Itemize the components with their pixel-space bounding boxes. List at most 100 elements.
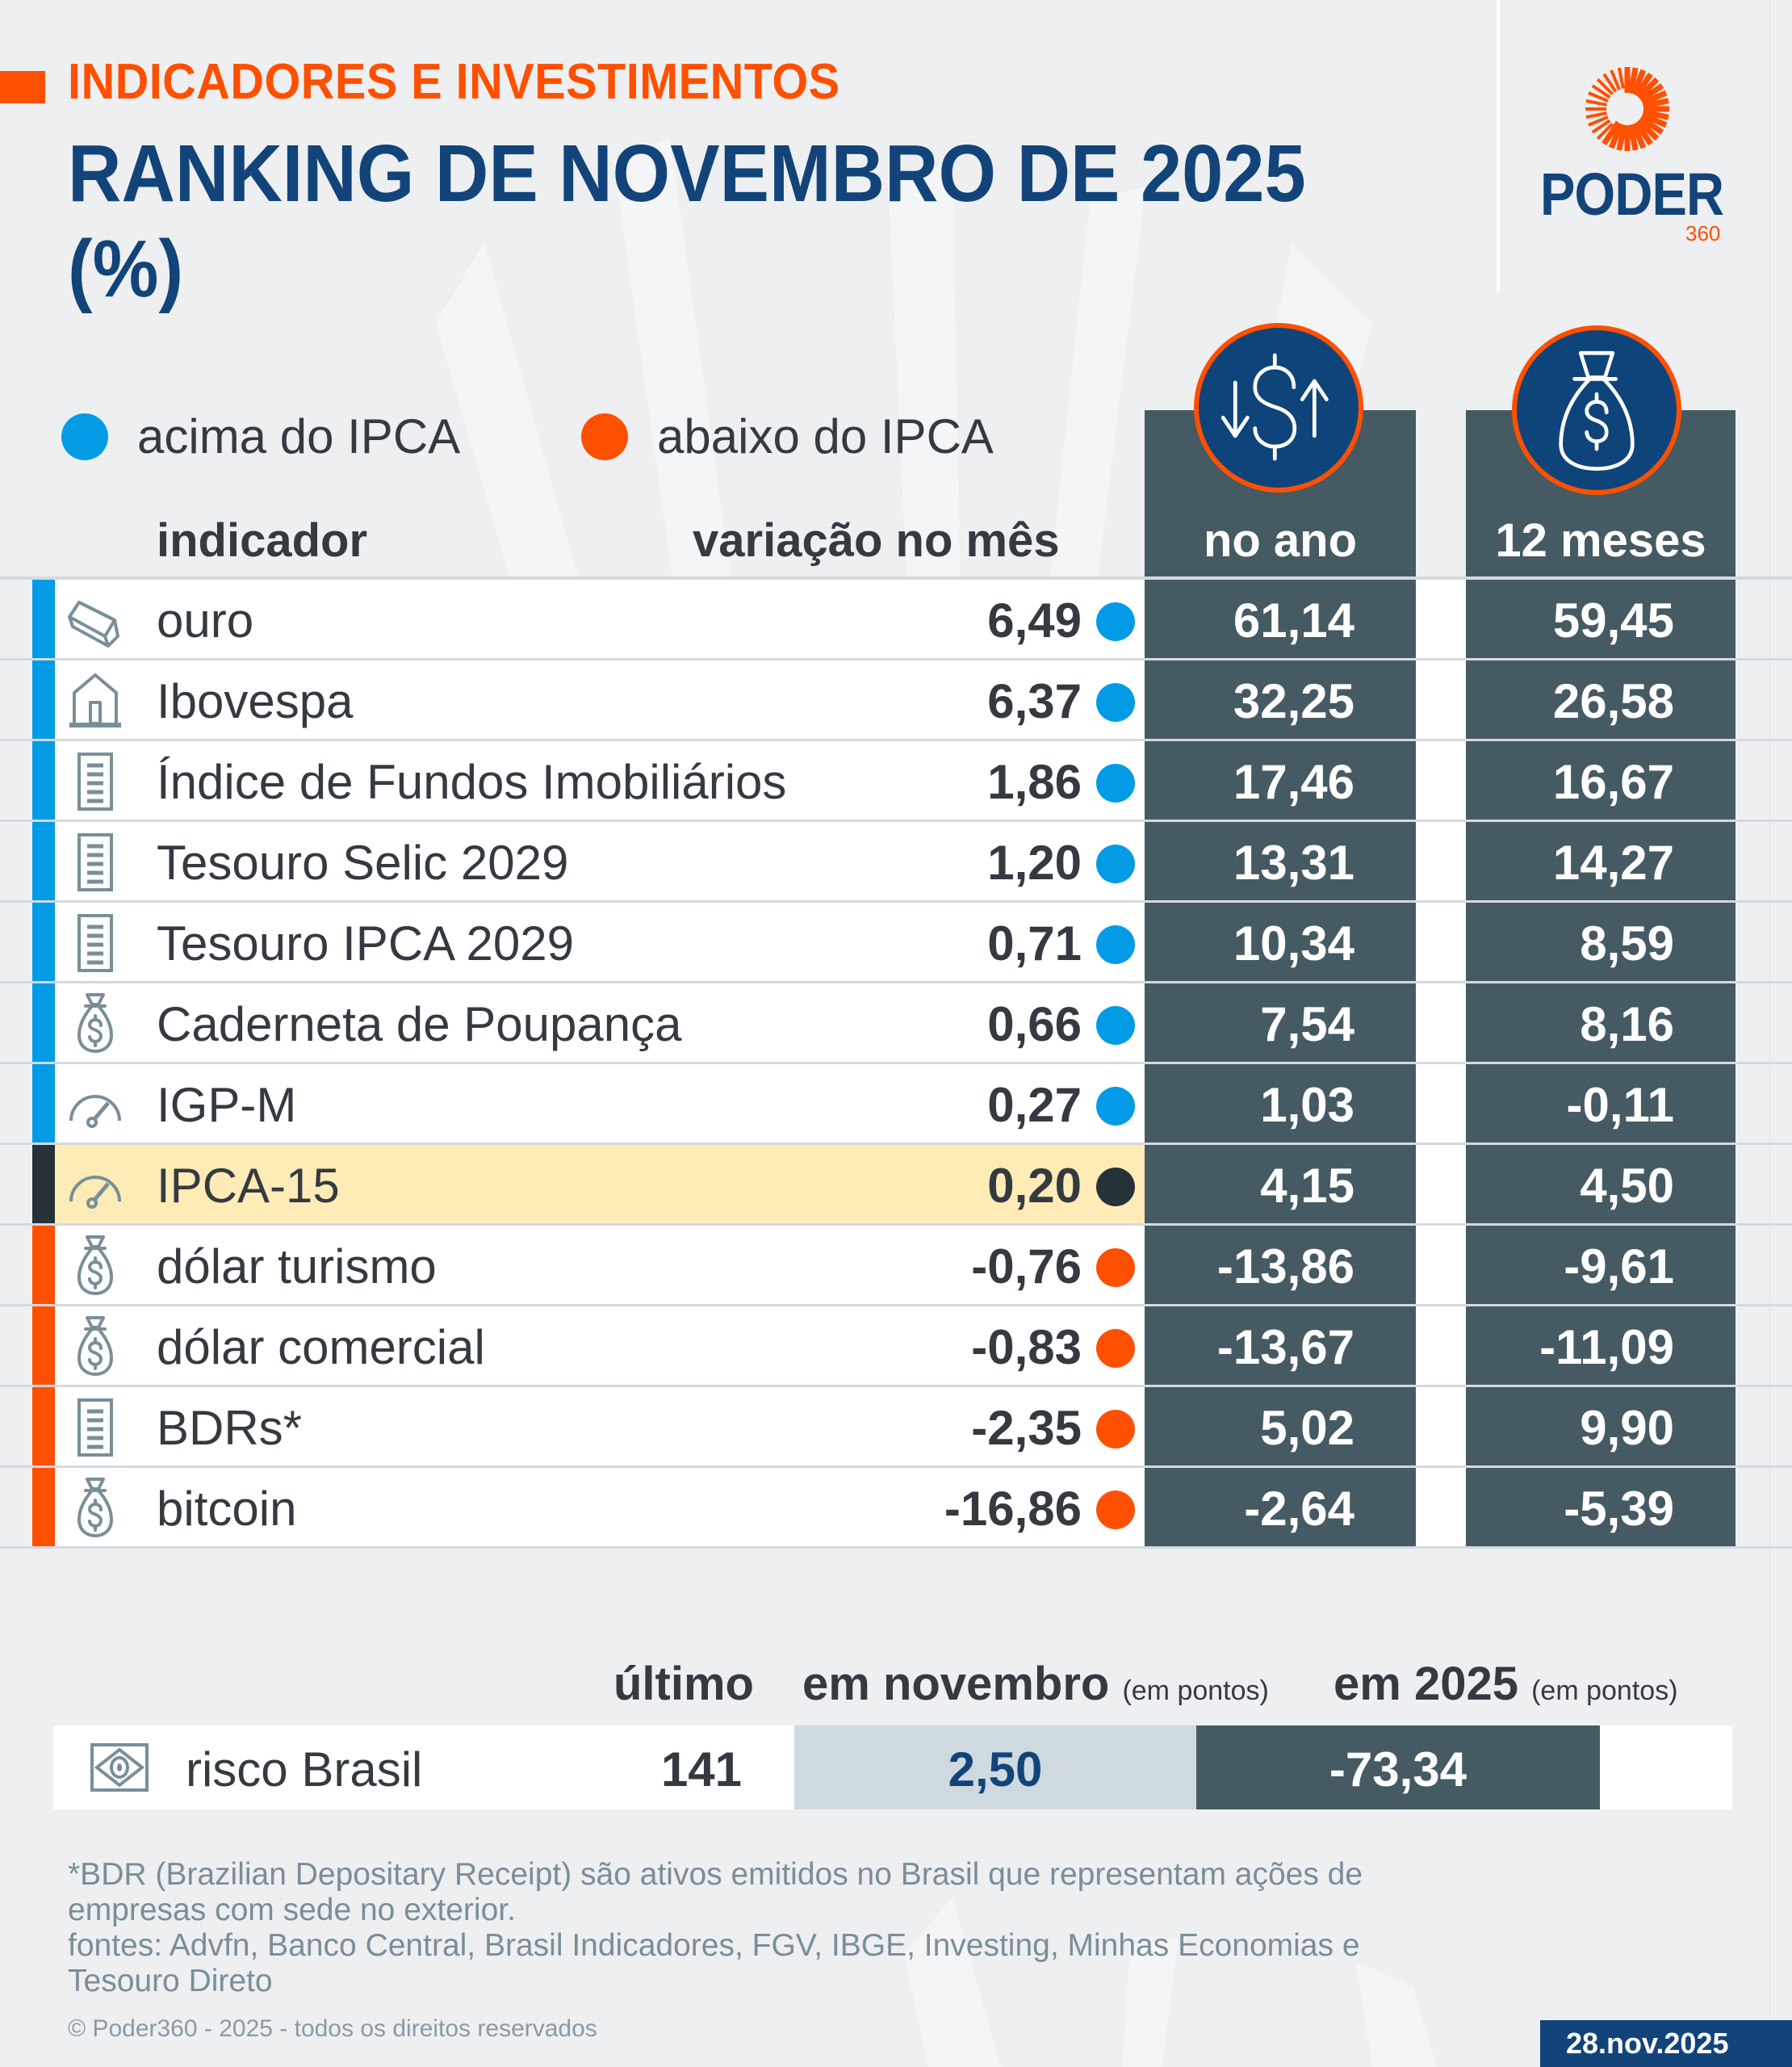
- row-label-zone: ouro 6,49: [55, 580, 1145, 658]
- edge-line: [1769, 0, 1770, 2067]
- twelve-month-cell: 8,59: [1466, 903, 1735, 981]
- row-label-zone: BDRs* -2,35: [55, 1387, 1145, 1465]
- year-cell: 13,31: [1145, 822, 1416, 900]
- twelve-month-cell: -9,61: [1466, 1226, 1735, 1304]
- row-body: IGP-M 0,27 1,03 -0,11: [55, 1064, 1735, 1143]
- twelve-month-cell: 26,58: [1466, 660, 1735, 739]
- table-row-7: IGP-M 0,27 1,03 -0,11: [0, 1064, 1792, 1145]
- status-dot: [1096, 1168, 1135, 1206]
- year-value: -13,67: [1216, 1320, 1354, 1374]
- year-value: 4,15: [1260, 1159, 1354, 1213]
- status-stripe: [32, 822, 55, 900]
- twelve-month-value: 4,50: [1580, 1159, 1674, 1213]
- status-dot: [1096, 602, 1135, 641]
- kicker-marker: [0, 71, 45, 103]
- legend-below-label: abaixo do IPCA: [657, 409, 994, 463]
- table-row-10: dólar comercial -0,83 -13,67 -11,09: [0, 1306, 1792, 1387]
- row-label-zone: Índice de Fundos Imobiliários 1,86: [55, 741, 1145, 820]
- row-body: ouro 6,49 61,14 59,45: [55, 580, 1735, 658]
- status-stripe: [32, 903, 55, 981]
- year-cell: -2,64: [1145, 1468, 1416, 1546]
- year-value: -13,86: [1216, 1239, 1354, 1293]
- row-label-zone: bitcoin -16,86: [55, 1468, 1145, 1546]
- row-label-zone: Tesouro Selic 2029 1,20: [55, 822, 1145, 900]
- status-dot: [1096, 1329, 1135, 1368]
- document-list-icon: [65, 912, 126, 974]
- money-bag-icon: [65, 1478, 126, 1539]
- twelve-month-cell: 16,67: [1466, 741, 1735, 820]
- twelve-month-value: -9,61: [1564, 1239, 1674, 1293]
- table-row-8: IPCA-15 0,20 4,15 4,50: [0, 1145, 1792, 1226]
- year-cell: 10,34: [1145, 903, 1416, 981]
- risco-brasil-row: risco Brasil 141 2,50 -73,34: [53, 1725, 1732, 1809]
- year-value: -2,64: [1244, 1482, 1354, 1536]
- logo-divider: [1497, 0, 1500, 292]
- table-row-5: Tesouro IPCA 2029 0,71 10,34 8,59: [0, 903, 1792, 983]
- sources: fontes: Advfn, Banco Central, Brasil Ind…: [68, 1928, 1360, 1998]
- year-value: 10,34: [1233, 916, 1354, 971]
- twelve-month-value: 59,45: [1552, 593, 1674, 648]
- table-row-2: Ibovespa 6,37 32,25 26,58: [0, 660, 1792, 741]
- status-dot: [1096, 1491, 1135, 1529]
- row-label-zone: Tesouro IPCA 2029 0,71: [55, 903, 1145, 981]
- twelve-month-cell: -5,39: [1466, 1468, 1735, 1546]
- twelve-month-value: 16,67: [1552, 755, 1674, 809]
- currency-exchange-icon: [1194, 323, 1363, 493]
- indicator-name: Ibovespa: [157, 674, 354, 728]
- indicator-name: Índice de Fundos Imobiliários: [157, 755, 787, 809]
- status-stripe: [32, 1306, 55, 1385]
- twelve-month-value: -11,09: [1539, 1320, 1674, 1374]
- row-body: BDRs* -2,35 5,02 9,90: [55, 1387, 1735, 1465]
- row-body: dólar comercial -0,83 -13,67 -11,09: [55, 1306, 1735, 1385]
- risco-brasil-novembro-value: 2,50: [948, 1742, 1043, 1797]
- legend-above-ipca: acima do IPCA: [61, 409, 460, 464]
- row-label-zone: IGP-M 0,27: [55, 1064, 1145, 1143]
- year-cell: -13,86: [1145, 1226, 1416, 1304]
- page-title: RANKING DE NOVEMBRO DE 2025 (%): [68, 128, 1306, 314]
- table-row-9: dólar turismo -0,76 -13,86 -9,61: [0, 1226, 1792, 1306]
- status-stripe: [32, 580, 55, 658]
- row-body: Tesouro IPCA 2029 0,71 10,34 8,59: [55, 903, 1735, 981]
- risco-header-ultimo: último: [613, 1658, 754, 1710]
- twelve-month-cell: 14,27: [1466, 822, 1735, 900]
- header-divider: [0, 576, 1792, 580]
- month-variation: 0,20: [987, 1159, 1082, 1213]
- stock-exchange-building-icon: [65, 670, 126, 732]
- status-dot: [1096, 845, 1135, 883]
- status-stripe: [32, 983, 55, 1062]
- year-value: 13,31: [1233, 836, 1354, 890]
- month-variation: -16,86: [944, 1482, 1082, 1536]
- row-label-zone: Ibovespa 6,37: [55, 660, 1145, 739]
- status-stripe: [32, 1064, 55, 1143]
- risco-header-2025-label: em 2025: [1334, 1658, 1518, 1710]
- row-label-zone: dólar turismo -0,76: [55, 1226, 1145, 1304]
- column-header-variacao: variação no mês: [693, 514, 1060, 567]
- table-row-6: Caderneta de Poupança 0,66 7,54 8,16: [0, 983, 1792, 1064]
- status-dot: [1096, 1410, 1135, 1449]
- kicker-title: INDICADORES E INVESTIMENTOS: [68, 54, 840, 110]
- twelve-month-value: 8,16: [1580, 997, 1674, 1051]
- indicator-name: dólar comercial: [157, 1320, 485, 1374]
- money-bag-icon: [65, 1235, 126, 1297]
- risco-brasil-2025-cell: -73,34: [1196, 1725, 1600, 1809]
- document-list-icon: [65, 1397, 126, 1458]
- footnote: *BDR (Brazilian Depositary Receipt) são …: [68, 1857, 1440, 1999]
- status-stripe: [32, 660, 55, 739]
- logo-word: PODER: [1540, 161, 1724, 228]
- year-cell: 7,54: [1145, 983, 1416, 1062]
- money-bag-icon: [65, 1316, 126, 1377]
- status-stripe: [32, 1468, 55, 1546]
- risco-brasil-novembro-cell: 2,50: [794, 1725, 1196, 1809]
- status-dot: [1096, 764, 1135, 803]
- month-variation: 1,86: [987, 755, 1082, 809]
- row-body: Tesouro Selic 2029 1,20 13,31 14,27: [55, 822, 1735, 900]
- status-stripe: [32, 741, 55, 820]
- indicator-name: Tesouro IPCA 2029: [157, 916, 575, 971]
- indicator-name: Caderneta de Poupança: [157, 997, 682, 1051]
- indicator-name: Tesouro Selic 2029: [157, 836, 569, 890]
- date-badge: 28.nov.2025: [1540, 2020, 1792, 2067]
- risco-brasil-name: risco Brasil: [186, 1742, 423, 1797]
- money-bag-icon: [1512, 325, 1681, 495]
- risco-header-2025-unit: (em pontos): [1531, 1675, 1678, 1706]
- legend-below-ipca: abaixo do IPCA: [581, 409, 994, 464]
